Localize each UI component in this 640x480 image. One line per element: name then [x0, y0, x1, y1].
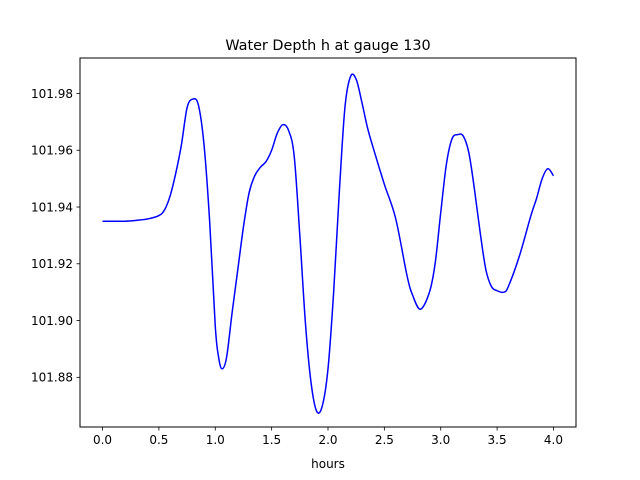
x-tick-label: 0.5: [149, 433, 168, 447]
y-tick-label: 101.96: [31, 144, 73, 158]
x-tick-label: 2.5: [375, 433, 394, 447]
chart-title: Water Depth h at gauge 130: [225, 38, 430, 54]
x-tick-label: 1.5: [262, 433, 281, 447]
x-tick-label: 4.0: [544, 433, 563, 447]
x-tick-label: 3.5: [488, 433, 507, 447]
y-tick-label: 101.92: [31, 257, 73, 271]
x-axis-ticks: 0.0 0.5 1.0 1.5 2.0 2.5 3.0 3.5 4.0: [93, 427, 563, 447]
y-tick-label: 101.88: [31, 371, 73, 385]
y-tick-label: 101.98: [31, 87, 73, 101]
y-axis-ticks: 101.88 101.90 101.92 101.94 101.96 101.98: [31, 87, 80, 385]
x-tick-label: 0.0: [93, 433, 112, 447]
y-tick-label: 101.90: [31, 314, 73, 328]
series-layer: [102, 73, 555, 414]
series-line-0: [102, 73, 555, 414]
y-tick-label: 101.94: [31, 200, 73, 214]
x-axis-label: hours: [311, 457, 345, 471]
x-tick-label: 2.0: [318, 433, 337, 447]
x-tick-label: 3.0: [431, 433, 450, 447]
x-tick-label: 1.0: [206, 433, 225, 447]
